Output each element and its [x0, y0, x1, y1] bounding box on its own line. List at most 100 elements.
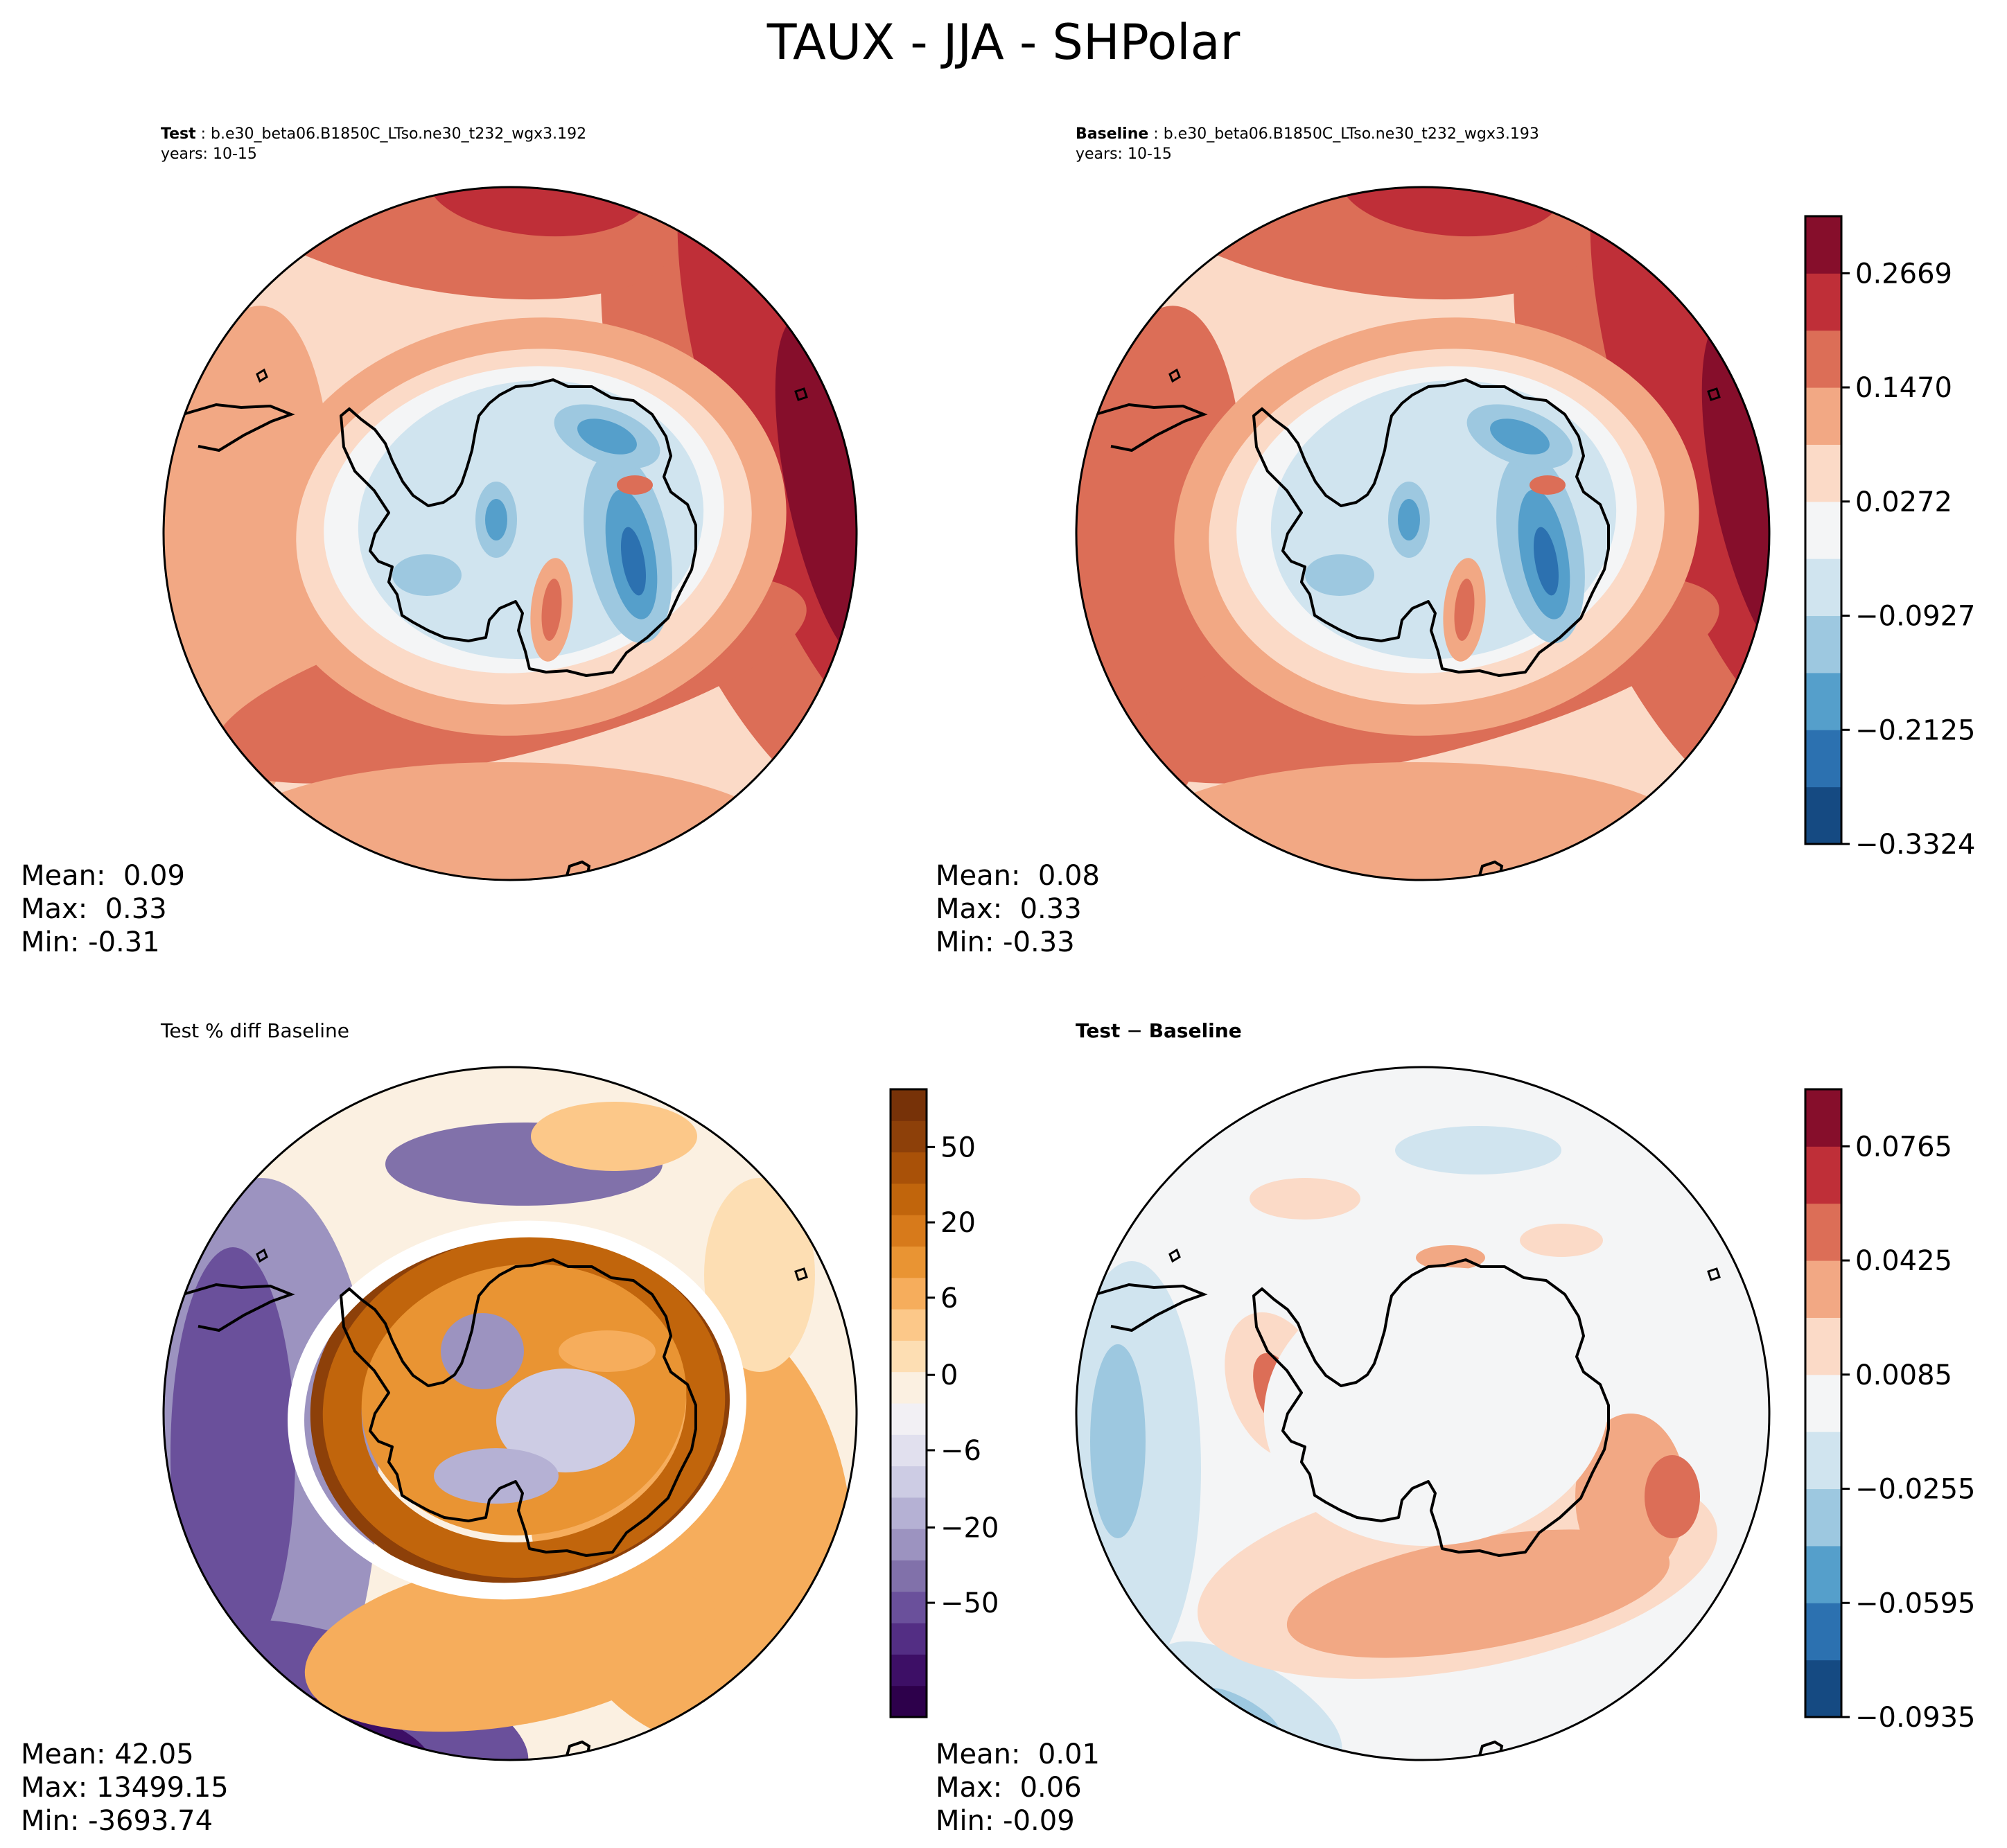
baseline-max: Max: 0.33 [936, 893, 1082, 925]
diff-colorbar-segment [1805, 1488, 1841, 1547]
island-coastline [1707, 1267, 1721, 1281]
pctdiff-panel-title: Test % diff Baseline [161, 1019, 350, 1042]
diff-panel-title: Test − Baseline [1076, 1019, 1242, 1044]
baseline-label: Baseline [1076, 125, 1149, 143]
taux-colorbar-tick-label: −0.3324 [1855, 829, 1975, 861]
contour-region [1340, 187, 1561, 237]
map-field-diff [1076, 1067, 1769, 1760]
map-field-baseline [1076, 187, 1769, 880]
taux-colorbar-tick-label: 0.1470 [1855, 372, 1952, 404]
pctdiff-stats: Mean: 42.05 Max: 13499.15 Min: -3693.74 [21, 1738, 229, 1838]
contour-region [304, 1552, 716, 1732]
diff-title-baseline: Baseline [1148, 1019, 1242, 1042]
diff-colorbar-tick-label: 0.0765 [1855, 1131, 1952, 1163]
island-coastline [1168, 1248, 1181, 1263]
diff-colorbar-segment [1805, 1660, 1841, 1718]
test-stats: Mean: 0.09 Max: 0.33 Min: -0.31 [21, 859, 185, 959]
pctdiff-colorbar-tick-label: −50 [940, 1587, 999, 1619]
taux-colorbar-tick-label: 0.0272 [1855, 486, 1952, 518]
diff-colorbar-segment [1805, 1203, 1841, 1261]
pctdiff-colorbar-segment [891, 1277, 927, 1310]
diff-colorbar-segment [1805, 1260, 1841, 1318]
pctdiff-max: Max: 13499.15 [21, 1772, 229, 1804]
pctdiff-colorbar-segment [891, 1685, 927, 1718]
pctdiff-colorbar-segment [891, 1403, 927, 1435]
pctdiff-colorbar-segment [891, 1089, 927, 1121]
diff-max: Max: 0.06 [936, 1772, 1082, 1804]
contour-region [1250, 1178, 1360, 1220]
diff-colorbar-tick-label: −0.0595 [1855, 1587, 1975, 1619]
pctdiff-colorbar-segment [891, 1371, 927, 1404]
contour-region [1139, 762, 1693, 880]
pctdiff-colorbar-tick-label: 20 [940, 1207, 976, 1239]
diff-colorbar-segment [1805, 1146, 1841, 1204]
map-boundary [1075, 1066, 1771, 1761]
contour-region [1701, 315, 1769, 669]
taux-colorbar-segment [1805, 216, 1841, 274]
baseline-panel-title: Baseline : b.e30_beta06.B1850C_LTso.ne30… [1076, 125, 1539, 163]
contour-region [704, 1178, 815, 1372]
pctdiff-colorbar-segment [891, 1529, 927, 1560]
figure-title: TAUX - JJA - SHPolar [766, 14, 1241, 71]
contour-region [1534, 527, 1559, 596]
contour-region [1286, 1529, 1670, 1658]
contour-region [577, 419, 637, 455]
taux-colorbar-segment [1805, 501, 1841, 559]
baseline-mean: Mean: 0.08 [936, 860, 1100, 892]
diff-stats: Mean: 0.01 Max: 0.06 Min: -0.09 [936, 1738, 1100, 1838]
diff-title-minus: − [1120, 1019, 1149, 1042]
baseline-case-name: b.e30_beta06.B1850C_LTso.ne30_t232_wgx3.… [1163, 125, 1539, 143]
taux-colorbar-segment [1805, 558, 1841, 617]
contour-region [531, 1102, 697, 1171]
map-field-test [164, 187, 857, 880]
contour-region [541, 579, 562, 641]
pctdiff-colorbar-segment [891, 1497, 927, 1529]
pctdiff-colorbar-tick-label: −6 [940, 1435, 981, 1467]
island-coastline [794, 1267, 808, 1281]
contour-region [392, 554, 462, 596]
pctdiff-colorbar-segment [891, 1654, 927, 1687]
contour-region [1395, 1126, 1561, 1174]
contour-region [1454, 579, 1475, 641]
contour-region [1416, 1245, 1485, 1270]
pctdiff-colorbar-segment [891, 1120, 927, 1153]
pctdiff-colorbar-segment [891, 1434, 927, 1467]
diff-colorbar-segment [1805, 1432, 1841, 1490]
diff-min: Min: -0.09 [936, 1805, 1075, 1837]
contour-region [1520, 1224, 1603, 1257]
pctdiff-colorbar-segment [891, 1246, 927, 1278]
diff-colorbar-segment [1805, 1374, 1841, 1432]
taux-colorbar-segment [1805, 387, 1841, 445]
island-coastline [794, 387, 808, 401]
south-america-coastline [1095, 403, 1208, 452]
pctdiff-colorbar-tick-label: 6 [940, 1283, 958, 1314]
diff-title-test: Test [1076, 1019, 1121, 1042]
contour-region [1490, 419, 1550, 455]
taux-colorbar-segment [1805, 444, 1841, 502]
pctdiff-colorbar-tick-label: −20 [940, 1512, 999, 1544]
pctdiff-colorbar-segment [891, 1340, 927, 1373]
diff-colorbar-tick-label: 0.0085 [1855, 1359, 1952, 1391]
pctdiff-colorbar-segment [891, 1591, 927, 1623]
taux-colorbar: 0.2669 0.1470 0.0272 −0.0927 −0.2125 −0.3324 [1804, 215, 1975, 861]
test-panel-title: Test : b.e30_beta06.B1850C_LTso.ne30_t23… [161, 125, 587, 163]
baseline-stats: Mean: 0.08 Max: 0.33 Min: -0.33 [936, 859, 1100, 959]
diff-colorbar-tick-label: 0.0425 [1855, 1245, 1952, 1277]
pctdiff-colorbar-segment [891, 1560, 927, 1592]
island-coastline [1707, 387, 1721, 401]
south-america-coastline [182, 1283, 295, 1332]
south-america-coastline [182, 403, 295, 452]
pctdiff-colorbar-segment [891, 1309, 927, 1341]
pctdiff-min: Min: -3693.74 [21, 1805, 213, 1837]
test-mean: Mean: 0.09 [21, 860, 185, 892]
island-coastline [256, 368, 268, 383]
taux-colorbar-tick-label: 0.2669 [1855, 258, 1952, 290]
baseline-min: Min: -0.33 [936, 926, 1075, 958]
contour-region [208, 187, 674, 300]
test-case-name: b.e30_beta06.B1850C_LTso.ne30_t232_wgx3.… [211, 125, 587, 143]
map-field-pctdiff [164, 1067, 857, 1760]
map-boundary [162, 186, 858, 881]
diff-mean: Mean: 0.01 [936, 1739, 1100, 1770]
contour-region [775, 315, 857, 669]
